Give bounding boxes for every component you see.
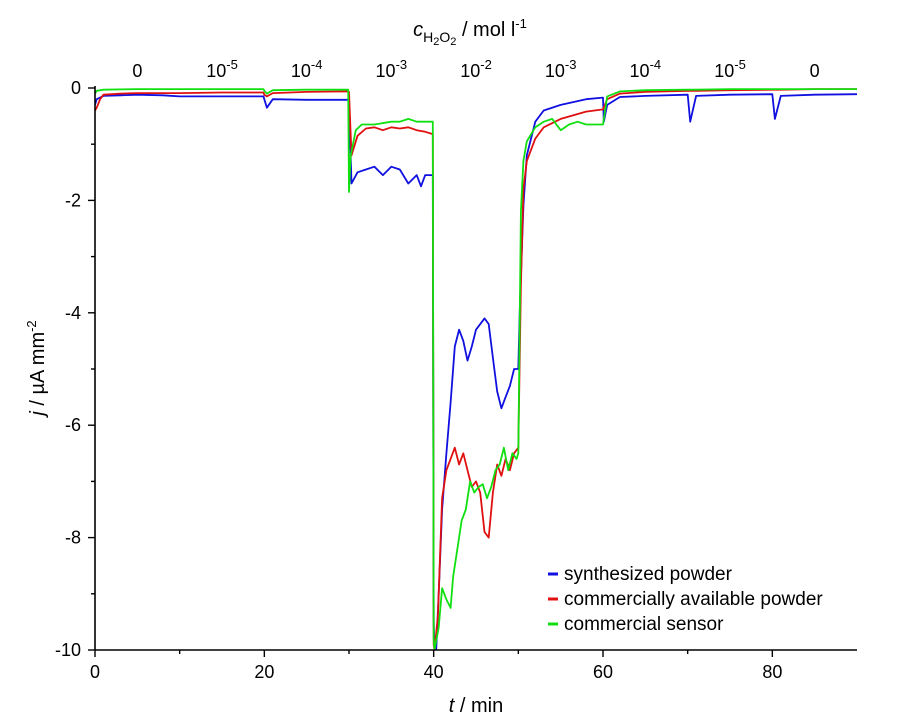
x-tick-label: 40 [424, 662, 444, 682]
y-tick-label: -4 [65, 303, 81, 323]
y-tick-label: -6 [65, 415, 81, 435]
legend: synthesized powder commercially available… [548, 564, 823, 635]
concentration-label: 10-3 [376, 57, 408, 81]
top-axis-title-sub-2b: 2 [450, 36, 456, 48]
concentration-label: 10-2 [460, 57, 492, 81]
concentration-label-base: 10 [460, 61, 480, 81]
concentration-label: 0 [810, 61, 820, 81]
concentration-label-exp: -4 [650, 57, 662, 72]
concentration-label: 10-5 [206, 57, 238, 81]
top-axis-title-sub-o: O [439, 29, 450, 45]
series-line-3 [95, 88, 857, 650]
concentration-label: 10-4 [630, 57, 662, 81]
series-group [95, 88, 857, 650]
series-line-2 [95, 88, 857, 650]
top-axis-title-sub-h: H [423, 29, 433, 45]
x-tick-label: 20 [254, 662, 274, 682]
concentration-label-base: 10 [376, 61, 396, 81]
x-tick-label: 60 [593, 662, 613, 682]
concentration-label-base: 10 [714, 61, 734, 81]
x-tick-label: 80 [762, 662, 782, 682]
legend-label: commercial sensor [564, 614, 724, 635]
concentration-label-base: 10 [545, 61, 565, 81]
concentration-label-exp: -5 [734, 57, 746, 72]
y-axis-title-var: j [27, 411, 49, 419]
x-tick-label: 0 [90, 662, 100, 682]
x-axis-title: t / min [449, 695, 503, 717]
y-axis-title-unit: / µA mm [27, 332, 49, 411]
concentration-label-exp: -3 [565, 57, 577, 72]
top-axis-title: cH2O2 / mol l-1 [413, 16, 527, 48]
concentration-label-base: 10 [630, 61, 650, 81]
concentration-label-exp: -4 [311, 57, 323, 72]
concentration-labels: 0 10-5 10-4 10-3 10-2 10-3 10-4 10-5 0 [132, 57, 819, 81]
legend-label: synthesized powder [564, 564, 733, 585]
top-axis-title-exp: -1 [515, 16, 527, 31]
concentration-label-exp: -2 [480, 57, 492, 72]
series-line-1 [95, 93, 857, 650]
top-axis-title-sub-2a: 2 [433, 36, 439, 48]
concentration-label-base: 10 [291, 61, 311, 81]
concentration-label: 0 [132, 61, 142, 81]
y-axis-title: j / µA mm-2 [24, 320, 49, 418]
concentration-label: 10-3 [545, 57, 577, 81]
y-axis-title-exp: -2 [24, 320, 39, 332]
concentration-label-base: 10 [206, 61, 226, 81]
y-tick-label: -2 [65, 190, 81, 210]
concentration-label: 10-4 [291, 57, 323, 81]
y-tick-label: -10 [55, 640, 81, 660]
concentration-label-exp: -3 [396, 57, 408, 72]
concentration-label-exp: -5 [226, 57, 238, 72]
concentration-label-base: 0 [810, 61, 820, 81]
top-axis-title-var: c [413, 19, 423, 41]
legend-label: commercially available powder [564, 589, 823, 610]
concentration-label-base: 0 [132, 61, 142, 81]
axis-ticks: 0 20 40 60 80 0 -2 -4 -6 -8 -10 [55, 78, 782, 682]
x-axis-title-var: t [449, 695, 456, 717]
x-axis-title-unit: / min [454, 695, 503, 717]
top-axis-title-unit: / mol l [456, 19, 515, 41]
concentration-label: 10-5 [714, 57, 746, 81]
y-tick-label: 0 [71, 78, 81, 98]
y-tick-label: -8 [65, 528, 81, 548]
